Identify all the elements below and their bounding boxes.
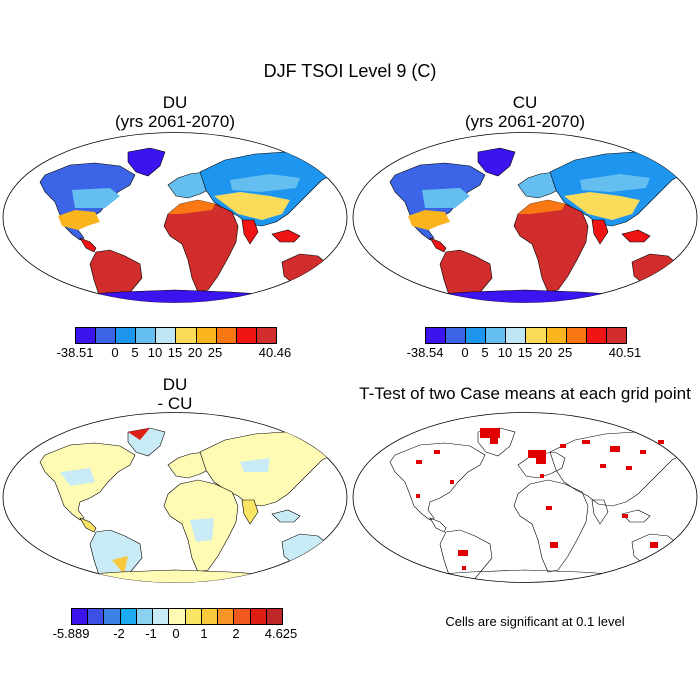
colorbar-swatch bbox=[266, 609, 283, 624]
colorbar-swatch bbox=[72, 609, 89, 624]
panel-cu-title-line2: (yrs 2061-2070) bbox=[464, 112, 585, 131]
colorbar-swatch bbox=[196, 328, 217, 343]
colorbar-du bbox=[75, 327, 277, 344]
colorbar-diff-label: -5.889 bbox=[52, 626, 90, 641]
colorbar-swatch bbox=[96, 328, 117, 343]
panel-diff-title-line2: - CU bbox=[157, 394, 193, 413]
colorbar-diff-label: -2 bbox=[113, 626, 125, 641]
colorbar-diff-label: 1 bbox=[200, 626, 208, 641]
colorbar-diff-label: 0 bbox=[172, 626, 180, 641]
colorbar-du-label: 10 bbox=[147, 345, 163, 360]
map-cu bbox=[352, 132, 698, 303]
colorbar-swatch bbox=[506, 328, 527, 343]
colorbar-cu-label: 10 bbox=[497, 345, 513, 360]
panel-title-ttest: T-Test of two Case means at each grid po… bbox=[359, 384, 691, 403]
colorbar-swatch bbox=[466, 328, 487, 343]
colorbar-swatch bbox=[566, 328, 587, 343]
figure-title: DJF TSOI Level 9 (C) bbox=[263, 61, 437, 81]
colorbar-swatch bbox=[120, 609, 137, 624]
colorbar-swatch bbox=[136, 609, 154, 624]
panel-title-du: DU (yrs 2061-2070) bbox=[50, 93, 300, 131]
colorbar-cu-label: 0 bbox=[461, 345, 469, 360]
colorbar-swatch bbox=[104, 609, 121, 624]
colorbar-swatch bbox=[426, 328, 447, 343]
colorbar-swatch bbox=[201, 609, 219, 624]
map-ttest bbox=[352, 412, 698, 583]
colorbar-swatch bbox=[234, 609, 251, 624]
colorbar-diff-label: 4.625 bbox=[264, 626, 298, 641]
colorbar-diff-label: -1 bbox=[145, 626, 157, 641]
colorbar-du-label: 0 bbox=[111, 345, 119, 360]
colorbar-swatch bbox=[185, 609, 202, 624]
colorbar-du-label: 5 bbox=[131, 345, 139, 360]
colorbar-swatch bbox=[486, 328, 507, 343]
colorbar-swatch bbox=[153, 609, 170, 624]
colorbar-swatch bbox=[250, 609, 267, 624]
colorbar-swatch bbox=[76, 328, 97, 343]
colorbar-swatch bbox=[169, 609, 186, 624]
map-diff bbox=[2, 412, 348, 583]
colorbar-swatch bbox=[116, 328, 137, 343]
colorbar-swatch bbox=[156, 328, 177, 343]
panel-title-diff: DU - CU bbox=[50, 375, 300, 413]
colorbar-swatch bbox=[136, 328, 157, 343]
colorbar-du-label: 20 bbox=[187, 345, 203, 360]
colorbar-swatch bbox=[236, 328, 257, 343]
colorbar-swatch bbox=[446, 328, 467, 343]
significant-cells bbox=[416, 428, 664, 570]
colorbar-swatch bbox=[256, 328, 276, 343]
panel-du-title-line1: DU bbox=[162, 93, 188, 112]
colorbar-swatch bbox=[546, 328, 567, 343]
colorbar-swatch bbox=[606, 328, 626, 343]
colorbar-swatch bbox=[216, 328, 237, 343]
colorbar-swatch bbox=[526, 328, 547, 343]
significance-note: Cells are significant at 0.1 level bbox=[445, 614, 625, 629]
colorbar-swatch bbox=[586, 328, 607, 343]
panel-du-title-line2: (yrs 2061-2070) bbox=[114, 112, 235, 131]
colorbar-swatch bbox=[176, 328, 197, 343]
colorbar-cu-label: 5 bbox=[481, 345, 489, 360]
panel-title-cu: CU (yrs 2061-2070) bbox=[400, 93, 650, 131]
panel-cu-title-line1: CU bbox=[512, 93, 538, 112]
colorbar-cu-label: 40.51 bbox=[608, 345, 642, 360]
colorbar-diff bbox=[71, 608, 283, 625]
colorbar-cu-label: 20 bbox=[537, 345, 553, 360]
map-du bbox=[2, 132, 348, 303]
colorbar-du-label: 25 bbox=[207, 345, 223, 360]
colorbar-cu bbox=[425, 327, 627, 344]
colorbar-swatch bbox=[218, 609, 235, 624]
colorbar-cu-label: -38.54 bbox=[406, 345, 444, 360]
colorbar-du-label: 40.46 bbox=[258, 345, 292, 360]
colorbar-du-label: 15 bbox=[167, 345, 183, 360]
colorbar-swatch bbox=[88, 609, 105, 624]
panel-diff-title-line1: DU bbox=[162, 375, 188, 394]
colorbar-cu-label: 25 bbox=[557, 345, 573, 360]
colorbar-du-label: -38.51 bbox=[56, 345, 94, 360]
colorbar-diff-label: 2 bbox=[232, 626, 240, 641]
colorbar-cu-label: 15 bbox=[517, 345, 533, 360]
